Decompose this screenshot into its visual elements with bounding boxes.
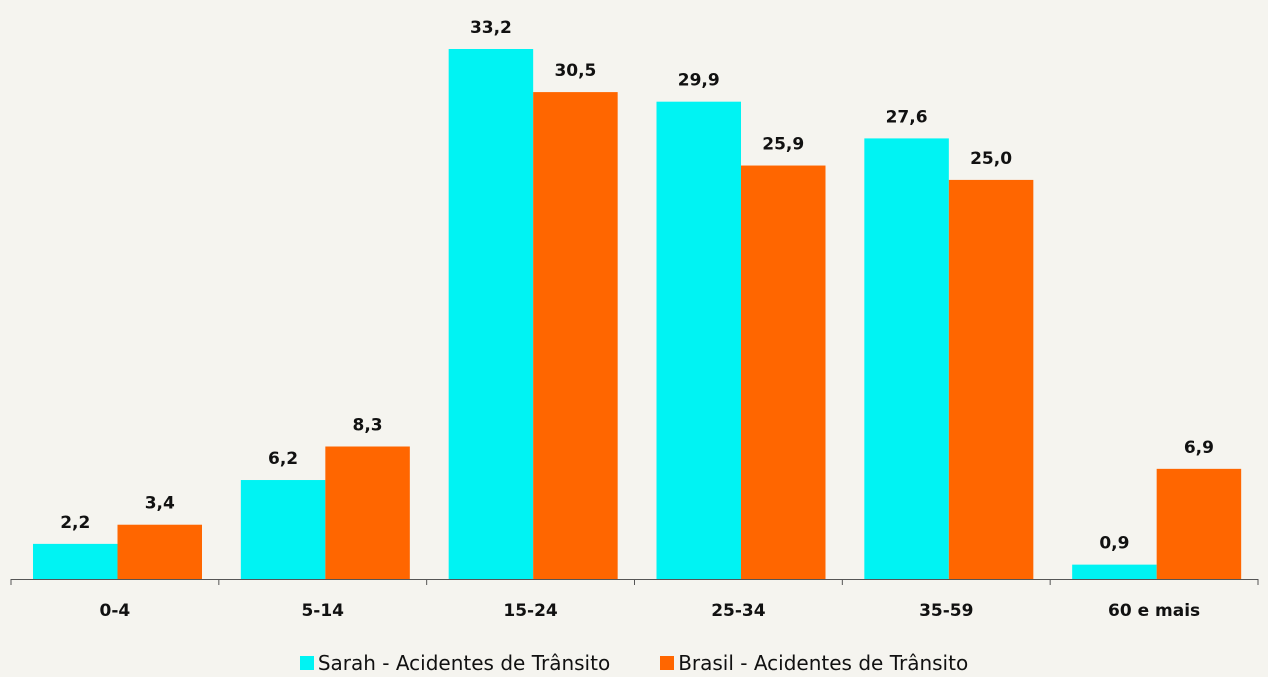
legend: Sarah - Acidentes de Trânsito Brasil - A… bbox=[0, 651, 1268, 675]
legend-swatch-sarah bbox=[299, 656, 314, 670]
data-label: 0,9 bbox=[1099, 534, 1129, 554]
data-label: 33,2 bbox=[470, 18, 512, 38]
data-label: 6,9 bbox=[1184, 438, 1214, 458]
bar-sarah-15-24 bbox=[448, 49, 534, 579]
data-label: 30,5 bbox=[554, 61, 596, 81]
legend-label-sarah: Sarah - Acidentes de Trânsito bbox=[317, 651, 611, 675]
bar-brasil-0-4 bbox=[117, 524, 202, 579]
x-tick-label: 5-14 bbox=[301, 601, 344, 621]
bar-sarah-60-e-mais bbox=[1072, 564, 1157, 579]
bar-sarah-0-4 bbox=[33, 543, 118, 579]
bar-sarah-5-14 bbox=[240, 480, 326, 579]
legend-label-brasil: Brasil - Acidentes de Trânsito bbox=[678, 651, 969, 675]
x-tick-label: 15-24 bbox=[503, 601, 558, 621]
data-label: 2,2 bbox=[60, 513, 90, 533]
data-label: 27,6 bbox=[886, 107, 928, 127]
data-label: 29,9 bbox=[678, 71, 720, 91]
bar-sarah-25-34 bbox=[656, 101, 741, 579]
x-tick-label: 0-4 bbox=[100, 601, 131, 621]
bar-brasil-35-59 bbox=[948, 179, 1034, 579]
bar-brasil-5-14 bbox=[325, 446, 410, 579]
x-tick-label: 25-34 bbox=[711, 601, 766, 621]
data-label: 6,2 bbox=[268, 449, 298, 469]
legend-swatch-brasil bbox=[660, 656, 675, 670]
bar-brasil-15-24 bbox=[533, 92, 618, 579]
legend-item-sarah: Sarah - Acidentes de Trânsito bbox=[299, 651, 611, 675]
data-label: 8,3 bbox=[353, 416, 383, 436]
bar-brasil-25-34 bbox=[741, 165, 826, 580]
x-tick-label: 35-59 bbox=[919, 601, 973, 621]
x-tick-label: 60 e mais bbox=[1108, 601, 1200, 621]
bar-brasil-60-e-mais bbox=[1156, 468, 1242, 579]
data-label: 3,4 bbox=[145, 494, 175, 514]
bar-sarah-35-59 bbox=[864, 138, 949, 579]
legend-item-brasil: Brasil - Acidentes de Trânsito bbox=[660, 651, 968, 675]
data-label: 25,9 bbox=[762, 135, 804, 155]
data-label: 25,0 bbox=[970, 149, 1012, 169]
